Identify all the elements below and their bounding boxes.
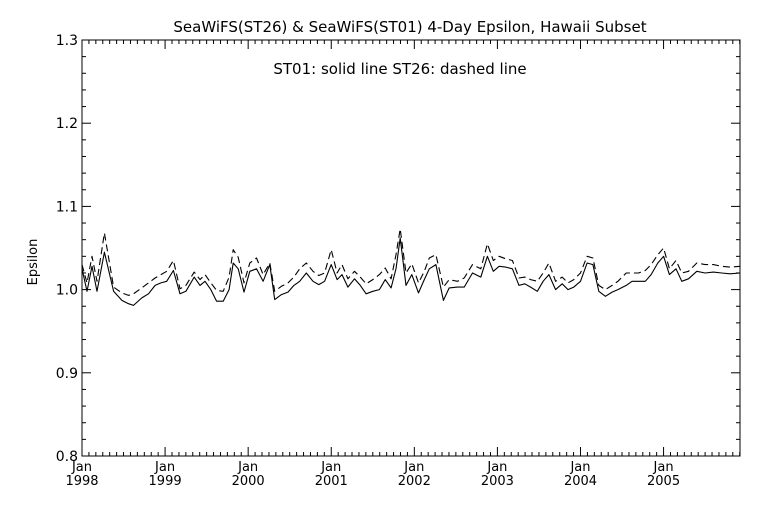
y-tick-label: 0.8 <box>56 449 78 465</box>
x-tick-month-label: Jan <box>569 460 590 475</box>
x-tick-year-label: 2005 <box>647 474 680 489</box>
y-axis-label: Epsilon <box>26 239 41 286</box>
x-tick-month-label: Jan <box>71 460 92 475</box>
line-style-annotation: ST01: solid line ST26: dashed line <box>273 60 526 78</box>
y-tick-label: 1.1 <box>56 199 78 215</box>
x-tick-year-label: 1998 <box>65 474 98 489</box>
plot-frame <box>81 39 741 457</box>
x-tick-month-label: Jan <box>403 460 424 475</box>
x-tick-month-label: Jan <box>653 460 674 475</box>
y-tick-label: 1.2 <box>56 116 78 132</box>
series-layer <box>81 228 741 306</box>
chart-title: SeaWiFS(ST26) & SeaWiFS(ST01) 4-Day Epsi… <box>173 18 646 36</box>
y-tick-label: 1.3 <box>56 33 78 49</box>
y-axis-ticks: 0.8 0.9 1.0 1.1 1.2 1.3 <box>56 33 740 465</box>
x-tick-year-label: 1999 <box>149 474 182 489</box>
x-tick-month-label: Jan <box>320 460 341 475</box>
x-tick-year-label: 2001 <box>315 474 348 489</box>
x-tick-year-label: 2000 <box>232 474 265 489</box>
y-tick-label: 1.0 <box>56 283 78 299</box>
series-line-st26 <box>81 228 741 296</box>
series-line-st01 <box>81 237 741 306</box>
x-tick-month-label: Jan <box>486 460 507 475</box>
x-tick-year-label: 2002 <box>398 474 431 489</box>
x-tick-month-label: Jan <box>154 460 175 475</box>
x-tick-year-label: 2003 <box>481 474 514 489</box>
x-tick-year-label: 2004 <box>564 474 597 489</box>
y-tick-label: 0.9 <box>56 366 78 382</box>
x-axis-ticks: Jan1998Jan1999Jan2000Jan2001Jan2002Jan20… <box>65 40 741 489</box>
x-tick-month-label: Jan <box>237 460 258 475</box>
